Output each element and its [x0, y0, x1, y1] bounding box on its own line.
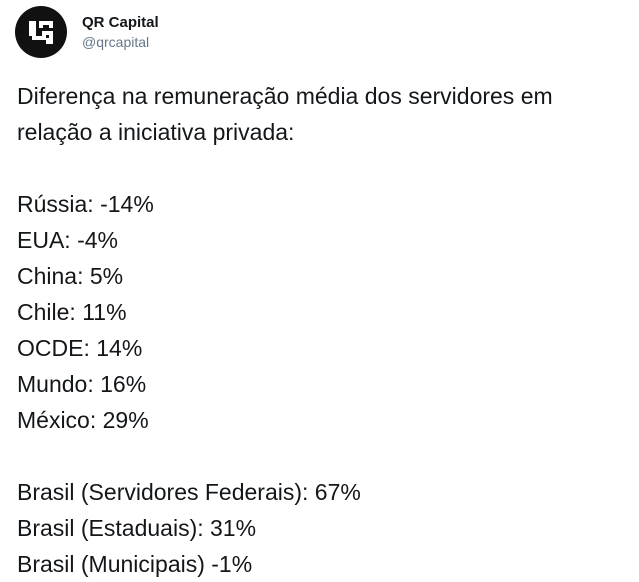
country-line: Chile: 11%: [17, 299, 127, 325]
tweet-header: QR Capital @qrcapital: [15, 5, 159, 59]
country-line: OCDE: 14%: [17, 335, 143, 361]
brazil-line: Brasil (Servidores Federais): 67%: [17, 479, 361, 505]
paragraph-gap: [17, 150, 632, 186]
country-line: México: 29%: [17, 407, 149, 433]
country-line: EUA: -4%: [17, 227, 118, 253]
paragraph-gap: [17, 438, 632, 474]
avatar[interactable]: [15, 6, 67, 58]
country-line: China: 5%: [17, 263, 124, 289]
intro-line: Diferença na remuneração média dos servi…: [17, 83, 553, 109]
qr-capital-logo-icon: [29, 21, 53, 44]
tweet-text: Diferença na remuneração média dos servi…: [17, 78, 632, 582]
brazil-line: Brasil (Municipais) -1%: [17, 551, 253, 577]
country-line: Mundo: 16%: [17, 371, 147, 397]
brazil-line: Brasil (Estaduais): 31%: [17, 515, 257, 541]
author-names: QR Capital @qrcapital: [82, 13, 159, 51]
author-display-name[interactable]: QR Capital: [82, 14, 159, 31]
intro-line: relação a iniciativa privada:: [17, 119, 295, 145]
author-handle[interactable]: @qrcapital: [82, 34, 150, 50]
country-line: Rússia: -14%: [17, 191, 154, 217]
tweet-card: QR Capital @qrcapital Diferença na remun…: [15, 5, 553, 577]
